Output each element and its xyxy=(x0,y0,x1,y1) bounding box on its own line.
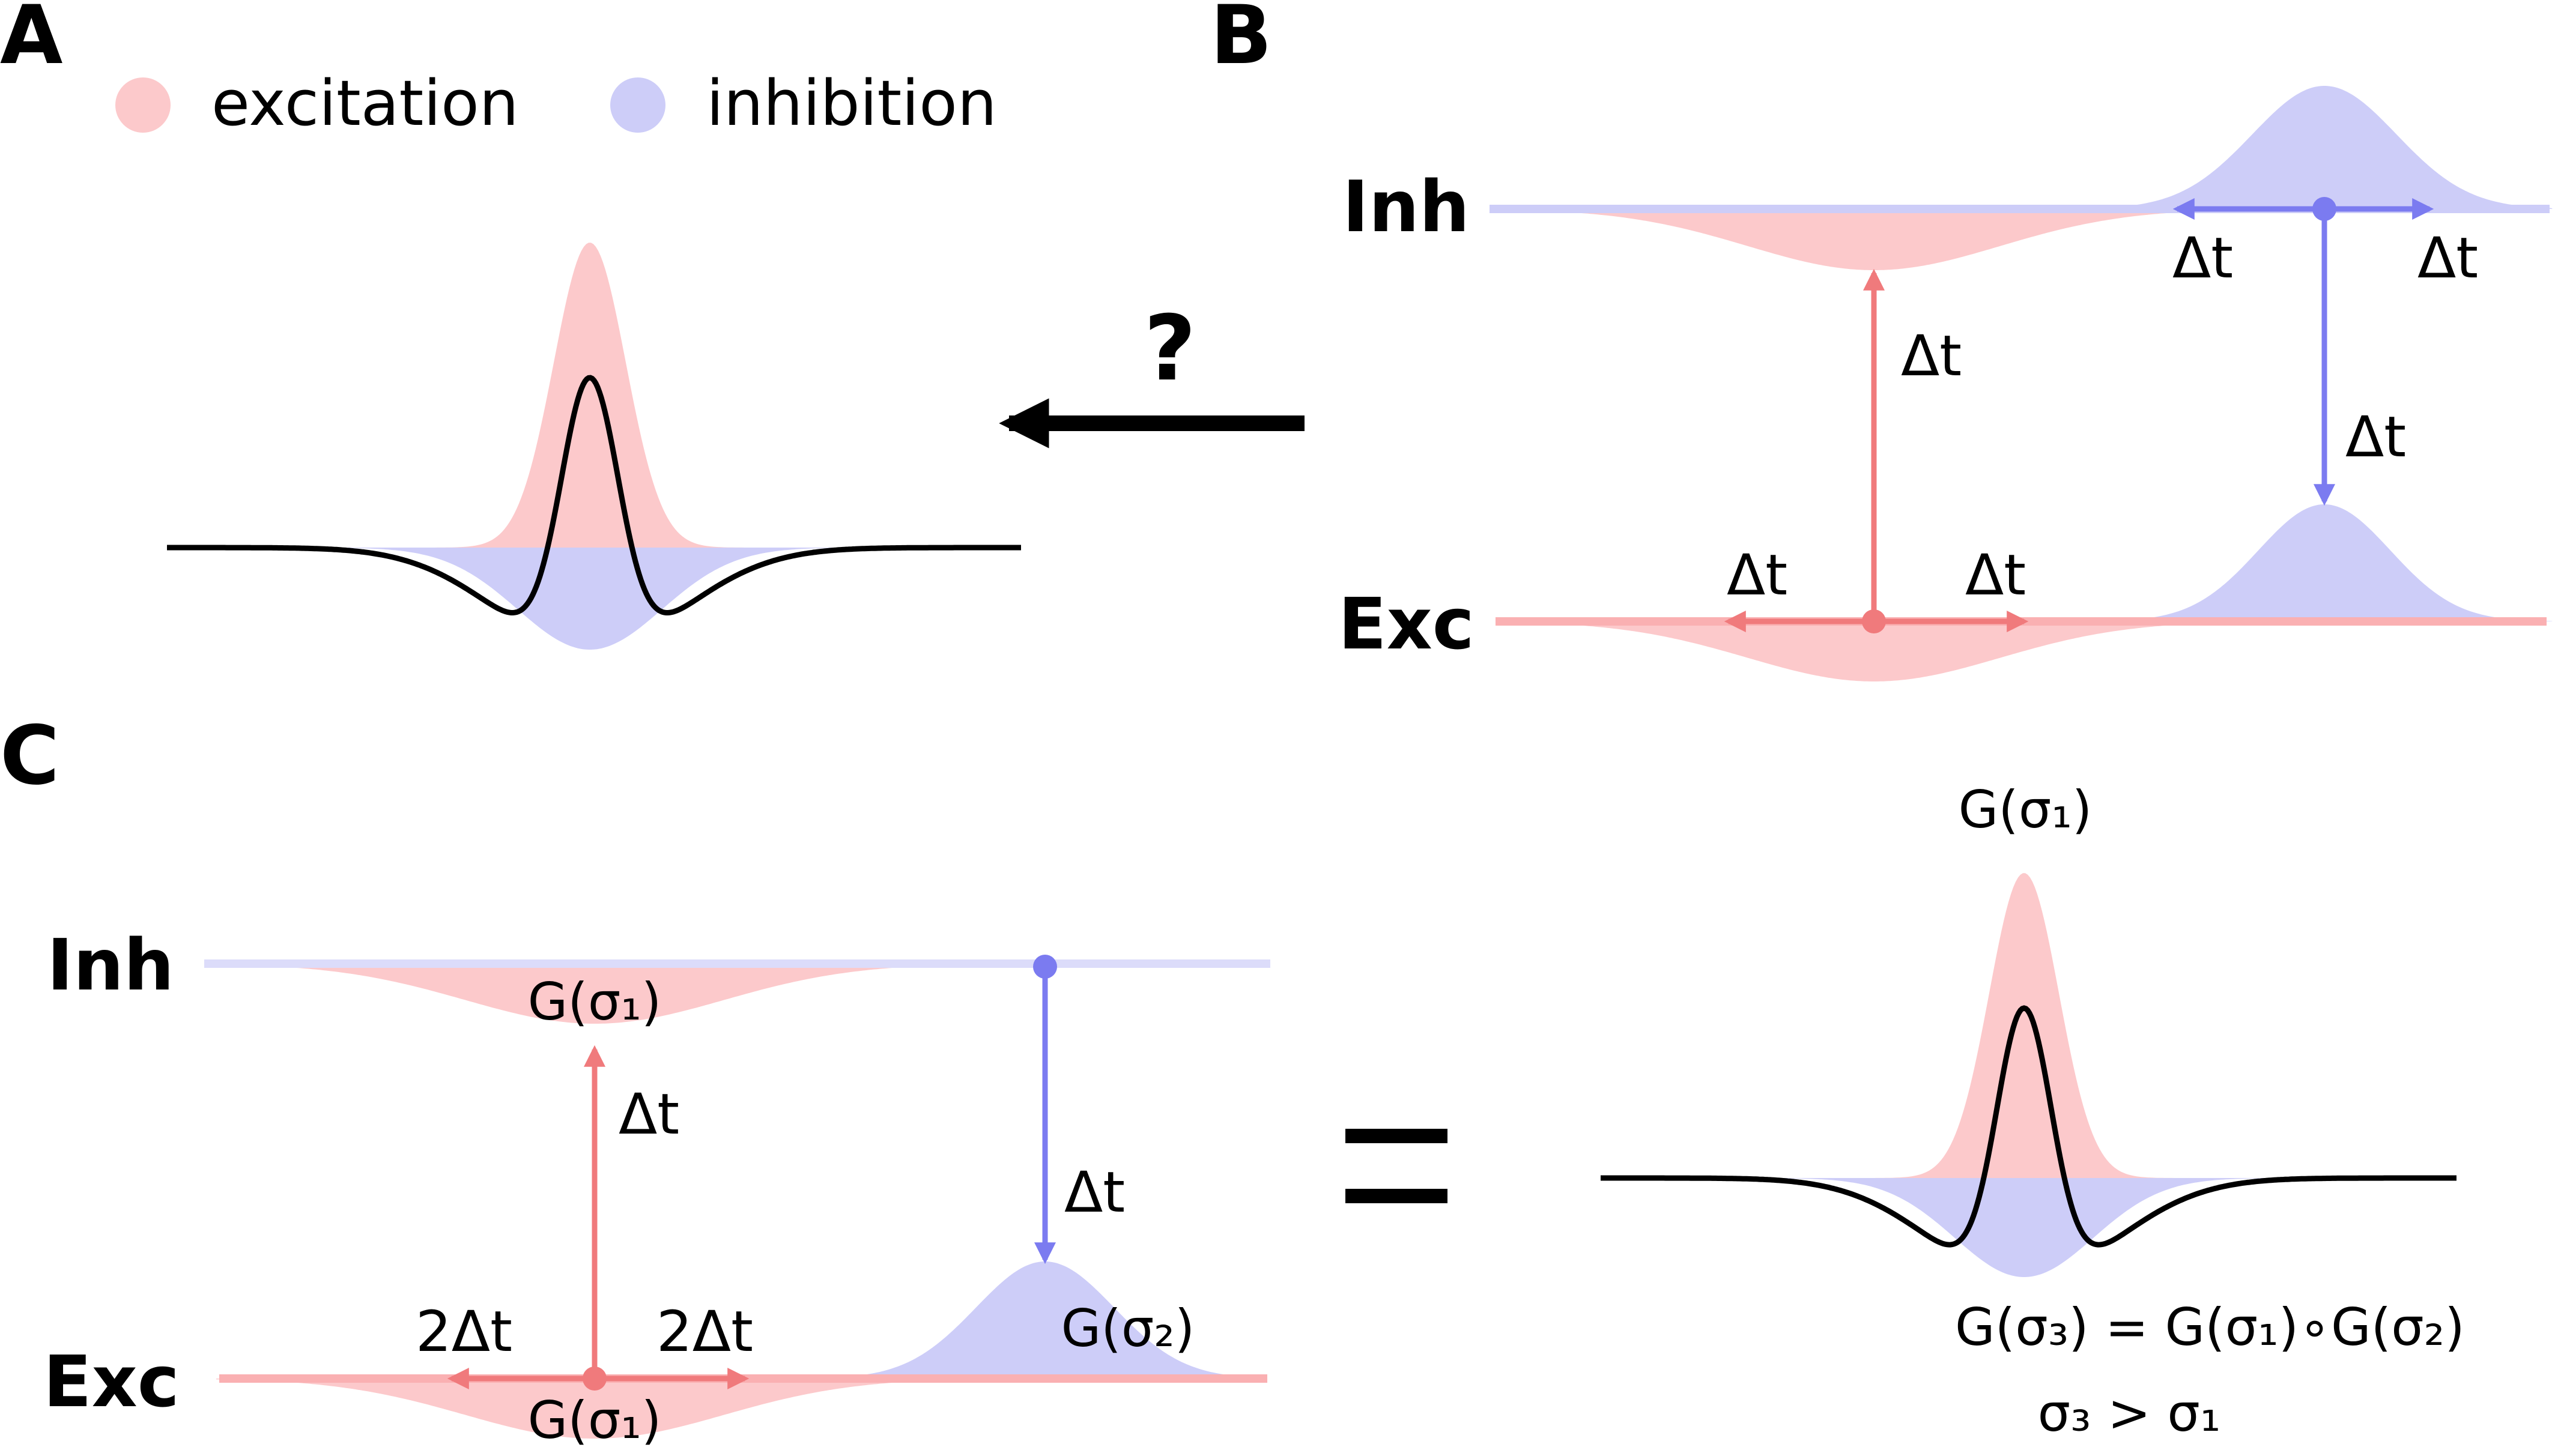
inhibition-gaussian-result xyxy=(1712,1178,2336,1277)
excitation-legend-label: excitation xyxy=(211,67,519,140)
inhibition-gaussian-a xyxy=(258,548,919,650)
inhibition-gaussian-c-exc xyxy=(829,1261,1267,1379)
layer-label-inh-c: Inh xyxy=(47,923,174,1006)
excitation-gaussian-b-inh xyxy=(1502,209,2246,270)
sigma-inequality: σ₃ > σ₁ xyxy=(2038,1383,2221,1443)
panel-label-c: C xyxy=(0,708,59,803)
excitation-legend-swatch xyxy=(115,77,171,133)
layer-label-exc-c: Exc xyxy=(43,1340,180,1423)
excitation-gaussian-result xyxy=(1826,873,2222,1178)
inhibition-gaussian-b-exc xyxy=(2078,504,2553,621)
dt-label-inh-left: Δt xyxy=(2172,226,2233,291)
layer-label-inh-b: Inh xyxy=(1342,165,1470,248)
g-sigma2-label: G(σ₂) xyxy=(1061,1299,1195,1359)
mexican-hat-profile-result xyxy=(1601,1005,2456,1248)
dt-label-inh-right: Δt xyxy=(2417,226,2478,291)
panel-a: A excitation inhibition xyxy=(0,0,1021,650)
inh-source-dot xyxy=(2312,197,2336,221)
g-sigma1-label-result: G(σ₁) xyxy=(1959,780,2093,840)
two-dt-label-left: 2Δt xyxy=(416,1299,512,1365)
panel-label-b: B xyxy=(1210,0,1272,82)
g-sigma1-label-exc: G(σ₁) xyxy=(528,1391,662,1451)
convolution-equation: G(σ₃) = G(σ₁)∘G(σ₂) xyxy=(1955,1297,2465,1358)
exc-source-dot-c xyxy=(583,1367,607,1391)
exc-source-dot xyxy=(1862,609,1886,633)
question-mark: ? xyxy=(1144,297,1196,401)
dt-label-vertical-exc: Δt xyxy=(1901,324,1962,389)
inhibition-legend-label: inhibition xyxy=(706,67,997,140)
question-arrow: ? xyxy=(999,297,1305,449)
panel-c: C Inh Exc Δt Δt 2Δt 2Δt G(σ₁) G(σ₂) G(σ₁… xyxy=(0,708,2465,1451)
excitation-gaussian-c-exc xyxy=(216,1379,985,1439)
mexican-hat-profile-a xyxy=(167,375,1021,615)
panel-label-a: A xyxy=(0,0,62,82)
g-sigma1-label-inh: G(σ₁) xyxy=(528,972,662,1032)
dt-label-vertical-exc-c: Δt xyxy=(619,1082,679,1147)
equals-sign-bottom-bar xyxy=(1345,1189,1447,1203)
excitation-gaussian-c-inh xyxy=(216,964,985,1024)
excitation-gaussian-a xyxy=(384,243,793,548)
inhibition-legend-swatch xyxy=(610,77,665,133)
panel-b: B Inh Exc Δt Δt Δt Δt Δt Δt xyxy=(1210,0,2553,681)
layer-label-exc-b: Exc xyxy=(1338,582,1475,665)
dt-label-exc-left: Δt xyxy=(1727,543,1787,608)
dt-label-vertical-inh: Δt xyxy=(2345,405,2406,470)
excitation-gaussian-b-exc xyxy=(1502,621,2246,681)
dt-label-exc-right: Δt xyxy=(1965,543,2026,608)
inhibition-gaussian-b-inh xyxy=(2042,86,2553,209)
equals-sign-top-bar xyxy=(1345,1129,1447,1143)
two-dt-label-right: 2Δt xyxy=(656,1299,753,1365)
inh-source-dot-c xyxy=(1033,955,1057,979)
dt-label-vertical-inh-c: Δt xyxy=(1064,1160,1125,1225)
